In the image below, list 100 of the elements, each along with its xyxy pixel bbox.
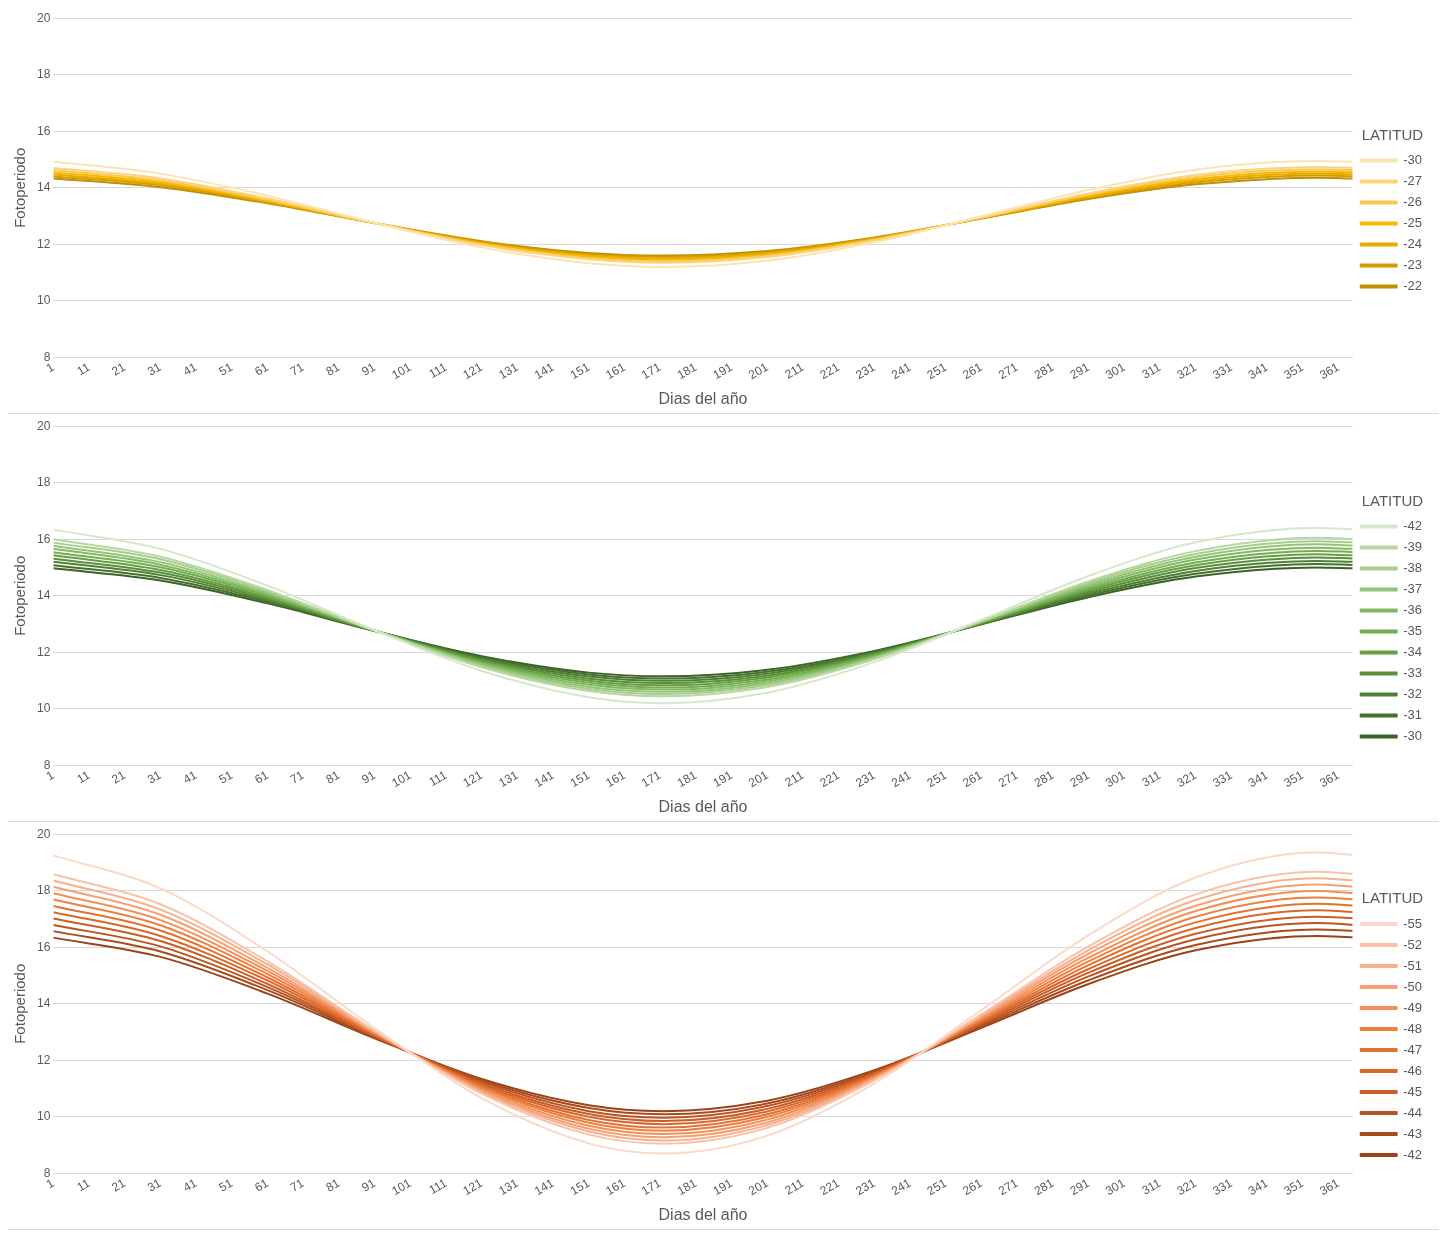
y-tick-label: 20 — [36, 10, 51, 25]
x-tick-label: 321 — [1174, 359, 1200, 383]
legend-title: LATITUD — [1361, 125, 1424, 143]
y-axis-title: Fotoperiodo — [11, 555, 29, 636]
x-tick-label: 241 — [888, 767, 914, 791]
y-tick-label: 18 — [36, 475, 51, 490]
y-tick-label: 12 — [36, 644, 51, 659]
x-tick-label: 51 — [216, 1175, 236, 1195]
x-tick-label: 111 — [426, 1175, 450, 1198]
x-tick-label: 311 — [1139, 1175, 1164, 1198]
x-tick-label: 91 — [359, 1175, 379, 1195]
legend-label: -31 — [1403, 707, 1423, 723]
x-tick-label: 101 — [389, 359, 414, 383]
legend-label: -36 — [1403, 602, 1423, 618]
x-tick-label: 51 — [216, 359, 236, 379]
legend-label: -24 — [1403, 236, 1423, 252]
x-tick-label: 301 — [1103, 767, 1128, 791]
x-tick-label: 221 — [817, 767, 843, 791]
x-tick-label: 31 — [145, 359, 164, 379]
y-axis-title: Fotoperiodo — [11, 963, 29, 1044]
y-tick-label: 10 — [36, 1109, 51, 1124]
y-tick-label: 18 — [36, 67, 51, 82]
x-tick-label: 91 — [359, 767, 379, 787]
x-tick-label: 281 — [1031, 359, 1057, 383]
y-tick-label: 10 — [36, 701, 51, 716]
y-tick-label: 14 — [36, 996, 51, 1011]
x-tick-label: 41 — [180, 359, 200, 379]
x-tick-label: 181 — [674, 1175, 700, 1199]
x-tick-label: 71 — [287, 767, 307, 787]
x-tick-label: 161 — [603, 1175, 628, 1199]
x-tick-label: 241 — [888, 1175, 914, 1199]
legend-label: -49 — [1403, 999, 1423, 1015]
x-tick-label: 341 — [1245, 767, 1271, 791]
x-tick-label: 291 — [1067, 767, 1092, 791]
x-tick-label: 61 — [252, 767, 271, 787]
legend-label: -26 — [1403, 194, 1423, 210]
x-tick-label: 261 — [960, 359, 985, 383]
x-tick-label: 131 — [496, 359, 521, 383]
y-tick-label: 16 — [36, 939, 51, 954]
x-tick-label: 231 — [853, 767, 878, 791]
x-tick-label: 221 — [817, 359, 843, 383]
x-tick-label: 251 — [924, 359, 950, 383]
y-tick-label: 12 — [36, 1052, 51, 1067]
x-tick-label: 11 — [74, 767, 93, 787]
x-tick-label: 311 — [1139, 359, 1164, 382]
x-tick-label: 261 — [960, 1175, 985, 1199]
x-tick-label: 61 — [252, 359, 271, 379]
x-tick-label: 41 — [180, 1175, 200, 1195]
legend-label: -47 — [1403, 1041, 1423, 1057]
legend-label: -55 — [1403, 915, 1423, 931]
legend-label: -30 — [1403, 152, 1423, 168]
y-tick-label: 20 — [36, 418, 51, 433]
x-tick-label: 71 — [287, 1175, 307, 1195]
legend-label: -42 — [1403, 518, 1423, 534]
x-tick-label: 31 — [145, 767, 164, 787]
x-tick-label: 351 — [1281, 359, 1307, 383]
x-tick-label: 311 — [1139, 767, 1164, 790]
x-tick-label: 221 — [817, 1175, 843, 1199]
x-tick-label: 281 — [1031, 767, 1057, 791]
legend-label: -42 — [1403, 1146, 1423, 1162]
legend-label: -52 — [1403, 936, 1423, 952]
y-tick-label: 14 — [36, 180, 51, 195]
x-tick-label: 91 — [359, 359, 379, 379]
legend-label: -34 — [1403, 644, 1423, 660]
x-tick-label: 291 — [1067, 359, 1092, 383]
x-tick-label: 121 — [460, 359, 486, 383]
x-tick-label: 81 — [323, 359, 343, 379]
x-tick-label: 301 — [1103, 1175, 1128, 1199]
x-axis-title: Dias del año — [658, 1205, 748, 1223]
x-tick-label: 151 — [567, 767, 593, 791]
x-tick-label: 231 — [853, 1175, 878, 1199]
x-tick-label: 111 — [426, 767, 450, 790]
x-tick-label: 141 — [531, 1175, 557, 1199]
x-tick-label: 21 — [109, 767, 129, 787]
x-tick-label: 341 — [1245, 1175, 1271, 1199]
x-tick-label: 331 — [1210, 767, 1235, 791]
legend-label: -37 — [1403, 581, 1423, 597]
x-tick-label: 131 — [496, 767, 521, 791]
y-tick-label: 8 — [43, 349, 51, 364]
x-tick-label: 271 — [996, 359, 1021, 383]
y-tick-label: 8 — [43, 1165, 51, 1180]
x-tick-label: 21 — [109, 1175, 129, 1195]
x-tick-label: 211 — [782, 1175, 807, 1198]
x-tick-label: 361 — [1317, 1175, 1342, 1199]
x-tick-label: 231 — [853, 359, 878, 383]
x-tick-label: 71 — [287, 359, 307, 379]
x-tick-label: 191 — [710, 767, 736, 791]
legend-title: LATITUD — [1361, 889, 1424, 907]
y-tick-label: 14 — [36, 588, 51, 603]
x-tick-label: 11 — [74, 359, 93, 379]
x-tick-label: 241 — [888, 359, 914, 383]
legend-label: -35 — [1403, 623, 1423, 639]
legend-label: -25 — [1403, 215, 1423, 231]
x-tick-label: 361 — [1317, 359, 1342, 383]
x-axis-title: Dias del año — [658, 389, 748, 407]
legend-label: -33 — [1403, 665, 1423, 681]
x-tick-label: 351 — [1281, 767, 1307, 791]
x-tick-label: 361 — [1317, 767, 1342, 791]
x-tick-label: 151 — [567, 1175, 593, 1199]
x-tick-label: 271 — [996, 1175, 1021, 1199]
